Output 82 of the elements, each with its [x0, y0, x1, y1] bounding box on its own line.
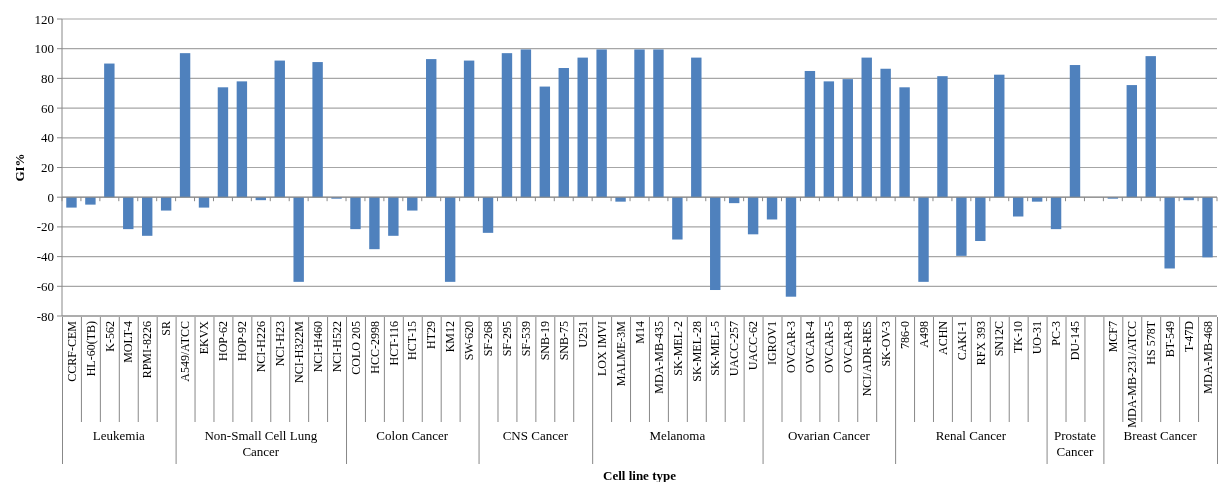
y-tick-label: -60 [36, 278, 54, 294]
x-tick-label: SF-539 [519, 321, 534, 357]
x-tick-label: K-562 [102, 321, 117, 352]
x-tick-label: MOLT-4 [121, 321, 136, 363]
x-tick-label: MDA-MB-435 [651, 321, 666, 394]
x-tick-label: HT29 [424, 321, 439, 349]
x-tick-label: SK-OV-3 [878, 321, 893, 367]
x-tick-label: RPMI-8226 [140, 321, 155, 379]
x-tick-label: TK-10 [1011, 321, 1026, 353]
x-tick-label: SNB-75 [556, 321, 571, 361]
y-tick-label: 0 [47, 189, 54, 205]
x-tick-label: NCI-H322M [291, 320, 306, 383]
y-tick-label: -80 [36, 308, 54, 324]
y-tick-label: -40 [36, 249, 54, 265]
y-tick-label: 120 [34, 11, 54, 27]
x-tick-label: EKVX [197, 320, 212, 355]
x-tick-label: MALME-3M [613, 320, 628, 387]
x-tick-label: SNB-19 [538, 321, 553, 361]
x-tick-label: BT-549 [1162, 321, 1177, 358]
x-tick-label: OVCAR-5 [822, 321, 837, 374]
x-tick-label: UACC-62 [746, 321, 761, 371]
x-tick-label: OVCAR-3 [784, 321, 799, 374]
x-tick-label: 786-0 [897, 321, 912, 349]
x-tick-label: NCI-H460 [310, 321, 325, 373]
x-tick-label: RFX 393 [973, 321, 988, 366]
x-tick-label: MDA-MB-468 [1200, 321, 1215, 394]
x-tick-label: M14 [632, 321, 647, 344]
text: Prostate Cancer [1054, 428, 1097, 459]
x-tick-label: HOP-92 [235, 321, 250, 362]
text: Ovarian Cancer [787, 428, 871, 443]
x-tick-label: SN12C [992, 321, 1007, 357]
x-tick-label: SK-MEL-5 [708, 321, 723, 376]
x-tick-label: HOP-62 [216, 321, 231, 362]
text: Non-Small Cell Lung Cancer [204, 428, 318, 459]
x-tick-label: NCI/ADR-RES [859, 321, 874, 397]
x-tick-label: T-47D [1181, 320, 1196, 352]
x-tick-label: MDA-MB-231/ATCC [1124, 321, 1139, 428]
x-tick-label: KM12 [443, 321, 458, 353]
x-tick-label: HCT-116 [386, 321, 401, 366]
x-tick-label: NCI-H522 [329, 321, 344, 373]
y-axis-title: GI% [12, 153, 27, 182]
x-tick-label: OVCAR-8 [840, 321, 855, 374]
text: Leukemia [92, 428, 146, 443]
text: Renal Cancer [935, 428, 1007, 443]
x-tick-label: A498 [916, 321, 931, 348]
x-tick-label: HCC-2998 [367, 321, 382, 374]
x-tick-label: NCI-H23 [272, 321, 287, 367]
y-tick-label: 60 [41, 100, 54, 116]
y-tick-label: -20 [36, 219, 54, 235]
x-tick-label: SF-268 [481, 321, 496, 357]
x-tick-label: SF-295 [500, 321, 515, 357]
x-tick-label: U251 [575, 321, 590, 348]
y-tick-label: 20 [41, 160, 54, 176]
x-tick-label: SR [159, 321, 174, 336]
x-tick-label: OVCAR-4 [803, 321, 818, 374]
x-tick-label: CAKI-1 [954, 321, 969, 361]
x-tick-label: HCT-15 [405, 321, 420, 360]
x-tick-label: UO-31 [1030, 321, 1045, 355]
y-tick-label: 40 [41, 130, 54, 146]
x-tick-label: ACHN [935, 320, 950, 356]
y-tick-label: 80 [41, 70, 54, 86]
x-tick-label: HL-60(TB) [83, 321, 98, 377]
text: Breast Cancer [1123, 428, 1198, 443]
text: Colon Cancer [376, 428, 449, 443]
x-tick-label: HS 578T [1143, 320, 1158, 365]
x-tick-label: PC-3 [1049, 321, 1064, 346]
x-tick-label: IGROV1 [765, 321, 780, 365]
x-tick-label: NCI-H226 [254, 321, 269, 373]
x-tick-label: LOX IMVI [594, 321, 609, 376]
y-tick-label: 100 [34, 41, 54, 57]
x-tick-label: SK-MEL-2 [670, 321, 685, 376]
x-tick-label: SK-MEL-28 [689, 321, 704, 382]
x-axis-title: Cell line type [603, 468, 677, 483]
text: Melanoma [649, 428, 706, 443]
x-tick-label: SW-620 [462, 321, 477, 361]
x-tick-label: A549/ATCC [178, 321, 193, 382]
x-tick-label: CCRF-CEM [64, 320, 79, 382]
x-tick-label: UACC-257 [727, 321, 742, 377]
text: CNS Cancer [502, 428, 569, 443]
x-tick-label: DU-145 [1068, 321, 1083, 361]
x-tick-label: MCF7 [1106, 321, 1121, 353]
x-tick-label: COLO 205 [348, 321, 363, 375]
